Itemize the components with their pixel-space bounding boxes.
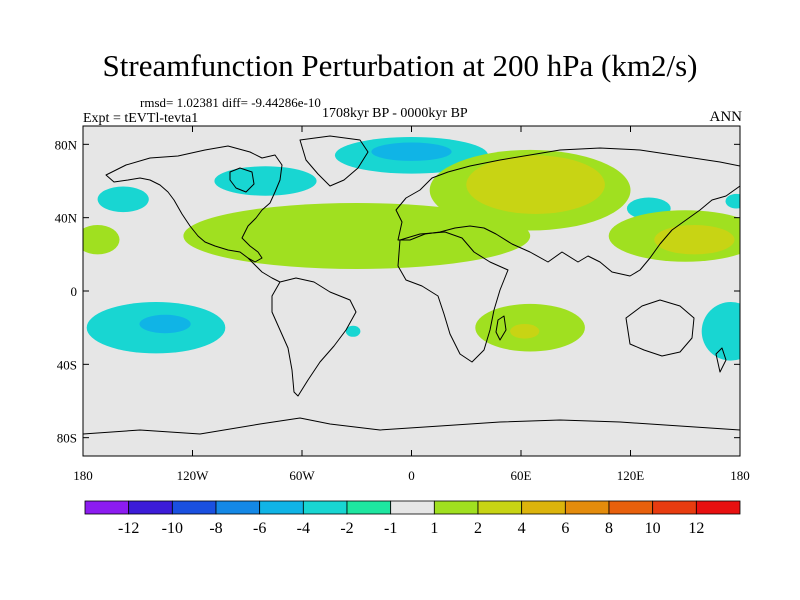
colorbar-label-10: 6 [561, 520, 569, 537]
anomaly-north-pacific-low [97, 186, 149, 213]
colorbar-label-0: -12 [118, 520, 139, 537]
chart-title: Streamfunction Perturbation at 200 hPa (… [102, 48, 698, 83]
anomaly-south-pacific-low-core [139, 314, 191, 334]
anomaly-southwest-pacific-low [701, 302, 740, 361]
x-tick-label-2: 60W [289, 468, 315, 483]
period-text: 1708kyr BP - 0000kyr BP [322, 106, 468, 121]
colorbar-bin-4 [259, 500, 304, 515]
x-tick-label-6: 180 [730, 468, 750, 483]
colorbar-label-1: -10 [162, 520, 183, 537]
x-tick-label-0: 180 [73, 468, 93, 483]
colorbar-label-13: 12 [688, 520, 704, 537]
anomaly-north-america-low [214, 166, 317, 196]
coastline-central-america [247, 257, 281, 283]
coastline-new-zealand [715, 347, 727, 373]
colorbar-label-9: 4 [518, 520, 526, 537]
colorbar-label-3: -6 [253, 520, 266, 537]
colorbar-label-2: -8 [209, 520, 222, 537]
colorbar-label-12: 10 [645, 520, 661, 537]
coastline-australia [625, 299, 695, 357]
coastlines [83, 135, 740, 435]
coastline-hudson-bay [229, 167, 255, 193]
stats-text: rmsd= 1.02381 diff= -9.44286e-10 [140, 95, 321, 110]
x-tick-label-4: 60E [511, 468, 532, 483]
anomaly-layer [83, 137, 740, 361]
map-plot-area: 180 120W 60W 0 60E 120E 180 80N 40N 0 40S 80S [55, 125, 750, 483]
coastline-madagascar [495, 315, 507, 341]
y-tick-label-1: 40N [55, 211, 78, 226]
colorbar-bin-11 [564, 500, 610, 515]
x-axis: 180 120W 60W 0 60E 120E 180 [73, 126, 750, 483]
colorbar-bin-7 [390, 500, 435, 515]
x-tick-label-5: 120E [617, 468, 645, 483]
coastline-europe-asia [395, 147, 740, 277]
colorbar-bin-12 [608, 500, 654, 515]
coastline-greenland [299, 135, 369, 187]
colorbar-bin-14 [695, 500, 741, 515]
coastline-north-america [105, 145, 283, 263]
y-tick-label-0: 80N [55, 137, 78, 152]
colorbar-bin-0 [84, 500, 130, 515]
colorbar-bin-1 [128, 500, 173, 515]
colorbar-bin-9 [477, 500, 523, 515]
season-text: ANN [709, 109, 743, 125]
colorbar-bin-2 [171, 500, 217, 515]
anomaly-west-pacific-edge-low [725, 193, 740, 209]
anomaly-atlantic-high [183, 203, 531, 269]
colorbar-label-8: 2 [474, 520, 482, 537]
anomaly-eurasia-high-core [466, 155, 605, 214]
anomaly-west-pacific-high-core [654, 225, 735, 255]
x-tick-label-1: 120W [177, 468, 210, 483]
colorbar-bin-6 [346, 500, 392, 515]
y-tick-label-2: 0 [71, 284, 78, 299]
colorbar-bin-8 [433, 500, 479, 515]
coastline-antarctica [83, 417, 740, 435]
colorbar-bin-5 [302, 500, 348, 515]
colorbar-bin-13 [652, 500, 697, 515]
map-background [83, 126, 740, 456]
y-tick-label-3: 40S [57, 357, 77, 372]
colorbar-label-4: -4 [297, 520, 310, 537]
anomaly-south-atlantic-low [345, 325, 361, 337]
colorbar-bin-3 [215, 500, 261, 515]
colorbar: -12 -10 -8 -6 -4 -2 -1 1 2 4 6 8 10 12 [84, 500, 741, 537]
colorbar-label-11: 8 [605, 520, 613, 537]
colorbar-label-7: 1 [430, 520, 438, 537]
y-axis: 80N 40N 0 40S 80S [55, 137, 740, 446]
x-tick-label-3: 0 [408, 468, 415, 483]
anomaly-south-indian-high-core [510, 324, 540, 339]
colorbar-label-6: -1 [384, 520, 397, 537]
colorbar-label-5: -2 [340, 520, 353, 537]
experiment-text: Expt = tEVTl-tevta1 [83, 111, 199, 126]
anomaly-arctic-low-core [371, 142, 452, 161]
colorbar-bin-10 [521, 500, 566, 515]
coastline-africa [397, 231, 509, 363]
coastline-south-america [271, 277, 357, 397]
y-tick-label-4: 80S [57, 431, 77, 446]
anomaly-eastern-pacific-high [83, 225, 120, 255]
